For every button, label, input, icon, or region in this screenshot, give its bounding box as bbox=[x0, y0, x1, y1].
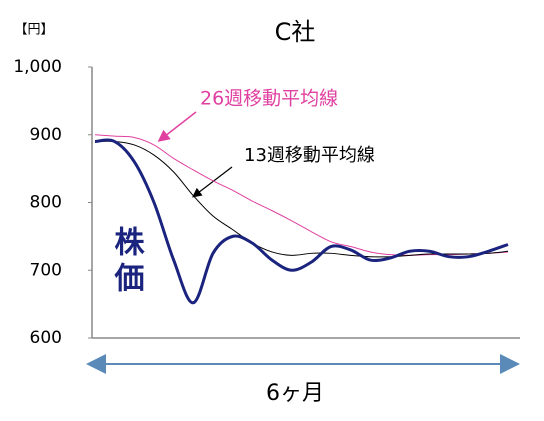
y-tick-label: 1,000 bbox=[13, 57, 62, 77]
y-unit: 【円】 bbox=[14, 23, 53, 38]
series-annotation: 13週移動平均線 bbox=[244, 145, 375, 166]
y-tick-label: 900 bbox=[30, 125, 62, 145]
series-line bbox=[94, 138, 509, 305]
series-annotation: 株価 bbox=[109, 226, 146, 298]
series-annotation: 26週移動平均線 bbox=[200, 88, 338, 110]
y-tick-label: 800 bbox=[30, 193, 62, 213]
annotation-arrow bbox=[192, 166, 233, 198]
y-tick-label: 700 bbox=[30, 260, 62, 280]
x-label: 6ヶ月 bbox=[266, 381, 324, 406]
y-tick-label: 600 bbox=[30, 328, 62, 348]
chart-title: C社 bbox=[275, 18, 316, 46]
annotation-arrow bbox=[157, 111, 197, 142]
